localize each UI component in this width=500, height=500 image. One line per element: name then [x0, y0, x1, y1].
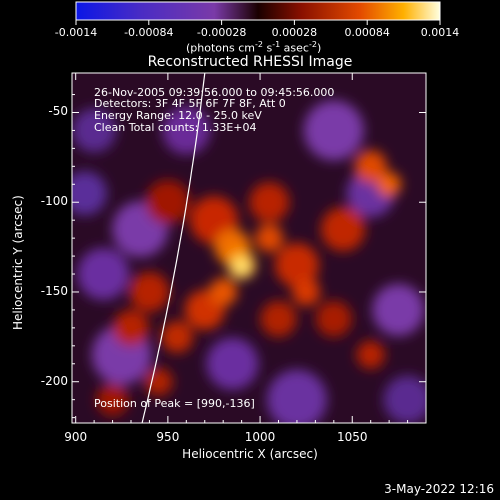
y-tick-label: -50 [48, 104, 68, 119]
x-axis-ticks [75, 73, 409, 423]
heatmap-cell [145, 180, 190, 225]
heatmap-cell [356, 340, 385, 369]
heatmap-cell [232, 257, 251, 276]
solar-limb-line [141, 73, 206, 423]
heatmap-cell [77, 248, 130, 301]
heatmap-cell [72, 108, 117, 153]
heatmap-cell [161, 320, 194, 353]
timestamp: 3-May-2022 12:16 [384, 482, 494, 496]
heatmap-cell [354, 150, 387, 183]
x-tick-label: 900 [64, 430, 88, 444]
heatmap-cell [292, 277, 321, 306]
colorbar-tick-label: 0.00084 [344, 26, 390, 39]
heatmap-cell [372, 283, 425, 336]
x-tick-label: 1050 [336, 430, 368, 444]
heatmap-cell [209, 277, 238, 306]
colorbar-tick-label: -0.0014 [54, 26, 98, 39]
heatmap-cell [255, 224, 284, 253]
annotation-energy-range: Energy Range: 12.0 - 25.0 keV [94, 109, 262, 122]
y-axis-label: Heliocentric Y (arcsec) [11, 195, 25, 330]
colorbar-tick-label: -0.00028 [196, 26, 247, 39]
colorbar-tick-label: -0.00084 [124, 26, 174, 39]
plot-frame [71, 72, 427, 424]
heatmap-cell [260, 300, 297, 337]
heatmap-cell [321, 207, 366, 252]
heatmap-cell [96, 383, 129, 416]
y-axis-ticks [72, 94, 426, 419]
heatmap-cell [162, 106, 211, 155]
heatmap-cell [206, 337, 259, 390]
annotation-detectors: Detectors: 3F 4F 5F 6F 7F 8F, Att 0 [94, 97, 286, 110]
heatmap-cell [72, 171, 107, 216]
annotation-peak-position: Position of Peak = [990,-136] [94, 397, 255, 410]
colorbar-ticks [75, 20, 441, 25]
annotation-time-range: 26-Nov-2005 09:39:56.000 to 09:45:56.000 [94, 86, 335, 99]
heatmap-cell [383, 375, 426, 423]
x-tick-label: 1000 [244, 430, 276, 444]
x-axis-label: Heliocentric X (arcsec) [182, 447, 318, 461]
annotation-counts: Clean Total counts: 1.33E+04 [94, 121, 257, 134]
heatmap-cell [303, 100, 364, 161]
colorbar-tick-label: 0.0014 [420, 26, 460, 39]
heatmap [72, 73, 426, 423]
colorbar-unit-label: (photons cm-2 s-1 asec-2) [186, 40, 322, 55]
heatmap-cell [315, 300, 352, 337]
heatmap-cell [129, 271, 170, 312]
heatmap-cell [377, 172, 402, 197]
y-tick-label: -200 [40, 373, 68, 388]
colorbar [75, 1, 441, 21]
chart-title: Reconstructed RHESSI Image [147, 54, 353, 70]
heatmap-cell [274, 243, 319, 288]
x-tick-label: 950 [156, 430, 180, 444]
heatmap-cell [144, 367, 173, 396]
heatmap-cell [249, 182, 290, 223]
heatmap-cell [266, 369, 327, 423]
y-tick-label: -100 [40, 194, 68, 209]
y-tick-label: -150 [40, 283, 68, 298]
heatmap-cell [113, 309, 149, 346]
colorbar-tick-label: 0.00028 [271, 26, 318, 39]
